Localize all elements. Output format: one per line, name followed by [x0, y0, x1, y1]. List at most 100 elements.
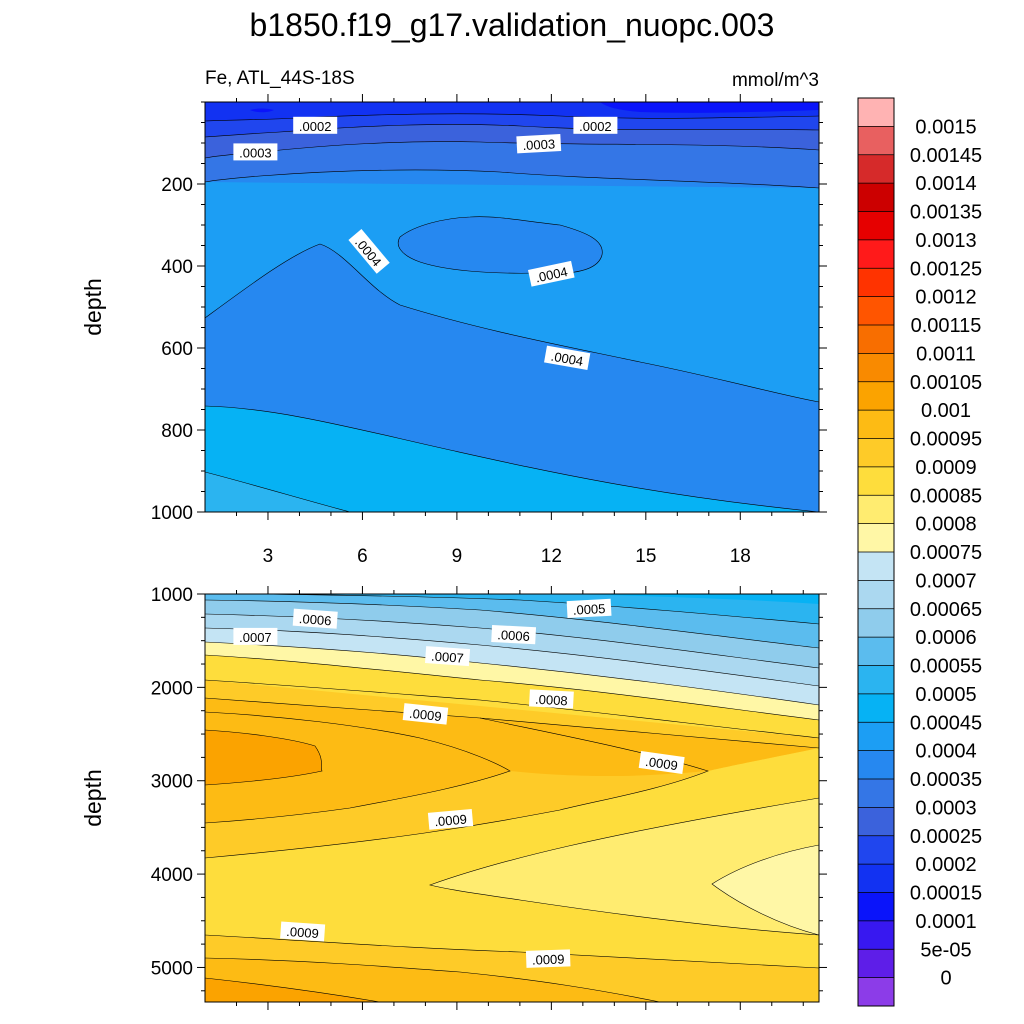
- colorbar-swatch: [858, 949, 894, 979]
- contour-label-bg: [348, 229, 390, 274]
- colorbar-label: 0.00075: [910, 542, 982, 564]
- contour-label: .0008: [529, 689, 574, 709]
- variable-label: Fe, ATL_44S-18S: [205, 68, 355, 89]
- contour-label: .0003: [516, 134, 562, 154]
- colorbar-label: 0.0001: [915, 911, 976, 933]
- contour-label-bg: [544, 345, 591, 370]
- colorbar-swatch: [858, 353, 894, 383]
- colorbar-swatch: [858, 523, 894, 553]
- colorbar-label: 0.00045: [910, 712, 982, 734]
- contour-label: .0006: [491, 624, 537, 645]
- colorbar-label: 0.0003: [915, 797, 976, 819]
- colorbar-label: 0.0007: [915, 570, 976, 592]
- contour-label: .0004: [544, 345, 591, 370]
- contour-label-bg: [292, 608, 338, 629]
- y-tick-label: 800: [161, 421, 193, 442]
- y-tick-label: 400: [161, 257, 193, 278]
- colorbar-label: 0.00135: [910, 202, 982, 224]
- contour-label: .0009: [280, 921, 326, 942]
- contour-label-text: .0009: [286, 924, 320, 941]
- colorbar-label: 0.0014: [915, 173, 976, 195]
- contour-label-text: .0008: [535, 692, 568, 709]
- contour-label: .0009: [638, 751, 685, 774]
- x-tick-label: 15: [635, 546, 656, 567]
- band-0.001-core: [205, 730, 322, 785]
- y-tick-label: 3000: [151, 772, 193, 793]
- contour-label-text: .0009: [434, 812, 468, 830]
- upper-ticks: 200 400 600 800 1000 3 6 9 12 15 18: [151, 94, 827, 567]
- x-tick-label: 3: [263, 546, 274, 567]
- colorbar-label: 0.00065: [910, 599, 982, 621]
- contour-label: .0007: [424, 646, 471, 667]
- colorbar-frame: [857, 97, 895, 1007]
- colorbar-swatch: [858, 183, 894, 212]
- contour-label-text: .0004: [534, 264, 569, 285]
- colorbar-swatch: [858, 325, 894, 354]
- contour-label: .0009: [525, 949, 571, 968]
- colorbar-swatch: [858, 722, 894, 752]
- colorbar-swatch: [858, 98, 894, 127]
- colorbar-swatch: [858, 693, 894, 723]
- colorbar-label: 0.00145: [910, 145, 982, 167]
- colorbar-label: 0.00025: [910, 826, 982, 848]
- colorbar-swatch: [858, 637, 894, 666]
- colorbar-swatch: [858, 977, 894, 1007]
- colorbar-swatch: [858, 381, 894, 411]
- y-tick-label: 4000: [151, 865, 193, 886]
- colorbar-swatch: [858, 154, 894, 184]
- contour-label-bg: [516, 134, 562, 154]
- colorbar-swatch: [858, 892, 894, 922]
- upper-contour-labels: .0002.0002.0003.0003.0004.0004.0004: [233, 116, 618, 370]
- y-tick-label: 600: [161, 339, 193, 360]
- contour-label: .0009: [402, 703, 449, 725]
- y-tick-label: 5000: [151, 958, 193, 979]
- units-label: mmol/m^3: [732, 70, 819, 91]
- colorbar-swatch: [858, 665, 894, 695]
- lower-ticks: 1000 2000 3000 4000 5000: [151, 585, 827, 1010]
- colorbar-label: 5e-05: [920, 939, 971, 961]
- colorbar-swatch: [858, 779, 894, 808]
- x-tick-label: 12: [541, 546, 562, 567]
- colorbar-swatch: [858, 495, 894, 525]
- colorbar-label: 0.0008: [915, 514, 976, 536]
- band-0.0005: [260, 594, 819, 624]
- contour-label-bg: [233, 627, 278, 645]
- colorbar-swatch: [858, 552, 894, 581]
- contour-label-text: .0007: [431, 648, 465, 665]
- colorbar-swatch: [858, 608, 894, 638]
- colorbar-swatch: [858, 466, 894, 496]
- band-0.00045: [205, 406, 819, 512]
- colorbar-swatch: [858, 296, 894, 326]
- band-0.0008-wedge: [430, 798, 819, 935]
- colorbar-label: 0.0009: [915, 457, 976, 479]
- contour-label-text: .0006: [497, 627, 530, 644]
- colorbar-label: 0.0004: [915, 741, 976, 763]
- contour-label-bg: [528, 260, 575, 287]
- colorbar-label: 0.00035: [910, 769, 982, 791]
- contour-label-bg: [424, 646, 471, 667]
- colorbar-label: 0.0011: [916, 343, 976, 365]
- colorbar-label: 0: [940, 968, 951, 990]
- x-tick-label: 18: [730, 546, 751, 567]
- band-0.00035-pocket: [398, 216, 603, 274]
- band-0.00075-wedge: [712, 845, 819, 935]
- colorbar-swatch: [858, 268, 894, 298]
- lower-ylabel: depth: [80, 769, 106, 827]
- y-tick-label: 1000: [151, 503, 193, 524]
- contour-label-text: .0002: [579, 119, 612, 134]
- colorbar-swatch: [858, 864, 894, 893]
- colorbar-label: 0.00085: [910, 485, 982, 507]
- colorbar-swatch: [858, 239, 894, 269]
- colorbar-label: 0.0013: [915, 230, 976, 252]
- band-0.0001-top: [600, 102, 819, 113]
- band-0.0001-left: [250, 108, 274, 113]
- colorbar-swatch: [858, 126, 894, 156]
- colorbar-swatch: [858, 438, 894, 468]
- contour-label: .0002: [293, 116, 338, 134]
- lower-panel: .0006 .0007 .0005 .0006 .0007 .0008 .0009 .0009…: [80, 585, 827, 1010]
- contour-label-text: .0006: [298, 611, 332, 628]
- contour-label-bg: [280, 921, 326, 942]
- upper-panel: .0002.0002.0003.0003.0004.0004.0004 2004…: [80, 94, 827, 567]
- x-tick-label: 9: [452, 546, 463, 567]
- colorbar-swatch: [858, 580, 894, 610]
